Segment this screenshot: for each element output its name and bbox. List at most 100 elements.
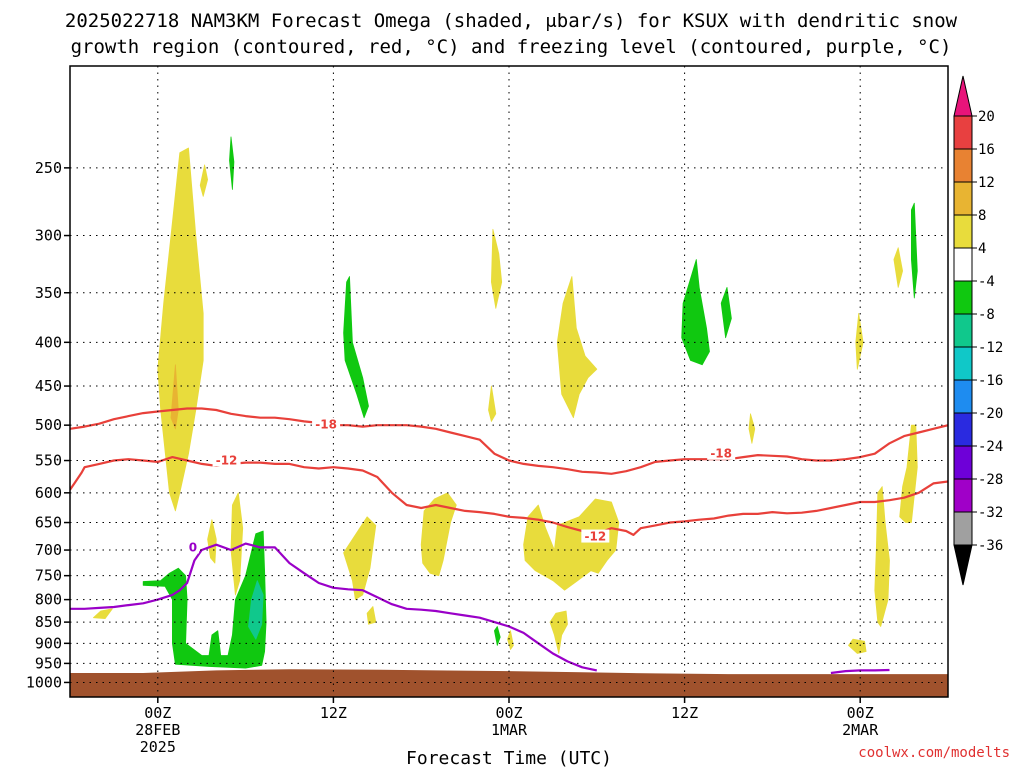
- plot-frame: [69, 65, 949, 698]
- contour-label-4: 0: [189, 540, 197, 554]
- y-tick-label-300: 300: [35, 227, 62, 245]
- contour-line-0-2: [70, 542, 598, 672]
- colorbar-box-4: [953, 247, 973, 282]
- colorbar-label-2: 12: [978, 175, 995, 191]
- omega-region-0: [157, 147, 204, 512]
- colorbar-label-7: -12: [978, 340, 1003, 356]
- contour-label-bg-1: [212, 453, 241, 467]
- x-tick-label-54-1: 2MAR: [842, 721, 879, 739]
- y-tick-label-450: 450: [35, 377, 62, 395]
- omega-region-11: [720, 286, 732, 339]
- contour-label-1: -12: [216, 454, 238, 468]
- colorbar: 20 16 12 8 4 -4 -8 -12 -16 -20 -24 -28 -32 -36: [953, 75, 1003, 586]
- contour-label-bg-4: [186, 540, 199, 554]
- y-tick-label-600: 600: [35, 484, 62, 502]
- x-tick-label-6-0: 00Z: [144, 704, 171, 722]
- omega-region-7: [229, 136, 235, 190]
- omega-region-17: [490, 228, 503, 309]
- omega-region-8: [343, 276, 369, 419]
- omega-region-3: [207, 519, 217, 564]
- y-tick-label-800: 800: [35, 591, 62, 609]
- y-tick-label-950: 950: [35, 654, 62, 672]
- omega-region-12: [911, 202, 918, 299]
- contour-label-bg-2: [581, 529, 610, 543]
- colorbar-box-5: [953, 280, 973, 315]
- colorbar-box-2: [953, 181, 973, 216]
- y-tick-label-850: 850: [35, 613, 62, 631]
- y-tick-label-650: 650: [35, 514, 62, 532]
- credit-text: coolwx.com/modelts: [858, 745, 1010, 761]
- chart-title-line-1: 2025022718 NAM3KM Forecast Omega (shaded…: [65, 10, 958, 32]
- contour-line--18-0: [70, 407, 948, 475]
- contour-line--12-1: [70, 456, 948, 536]
- y-tick-label-1000: 1000: [26, 673, 62, 691]
- contour-label-0: -18: [315, 417, 337, 431]
- omega-region-23: [748, 413, 756, 444]
- omega-region-27: [899, 424, 918, 523]
- colorbar-box-8: [953, 379, 973, 414]
- y-tick-label-350: 350: [35, 284, 62, 302]
- x-tick-label-30-1: 1MAR: [491, 721, 528, 739]
- colorbar-box-3: [953, 214, 973, 249]
- colorbar-box-0: [953, 115, 973, 150]
- colorbar-label-3: 8: [978, 208, 986, 224]
- y-tick-label-550: 550: [35, 452, 62, 470]
- omega-region-22: [507, 630, 514, 650]
- omega-region-24: [855, 312, 864, 370]
- terrain-fill: [70, 669, 948, 697]
- chart-title-line-2: growth region (contoured, red, °C) and f…: [71, 36, 952, 58]
- omega-region-5: [93, 608, 113, 619]
- colorbar-box-10: [953, 445, 973, 480]
- colorbar-label-10: -24: [978, 439, 1003, 455]
- colorbar-label-12: -32: [978, 505, 1003, 521]
- omega-region-19: [523, 498, 620, 591]
- omega-region-9: [493, 626, 501, 646]
- omega-region-15: [366, 606, 377, 625]
- contour-label-bg-0: [312, 417, 341, 431]
- y-tick-label-250: 250: [35, 159, 62, 177]
- omega-region-21: [556, 276, 598, 419]
- x-tick-label-6-1: 28FEB: [135, 721, 180, 739]
- colorbar-label-6: -8: [978, 307, 995, 323]
- y-tick-label-900: 900: [35, 634, 62, 652]
- colorbar-box-1: [953, 148, 973, 183]
- contour-label-bg-3: [707, 446, 736, 460]
- x-tick-label-42-0: 12Z: [671, 704, 698, 722]
- plot-area: [70, 136, 948, 697]
- omega-region-26: [874, 486, 890, 627]
- omega-region-14: [343, 516, 377, 600]
- omega-region-4: [230, 492, 244, 596]
- colorbar-box-7: [953, 346, 973, 381]
- x-tick-label-54-0: 00Z: [847, 704, 874, 722]
- colorbar-triangle-top: [953, 75, 973, 117]
- omega-region-16: [420, 492, 457, 577]
- omega-region-2: [199, 164, 209, 197]
- contour-label-2: -12: [584, 530, 606, 544]
- omega-region-10: [681, 259, 710, 366]
- omega-region-13: [248, 580, 264, 640]
- y-tick-label-750: 750: [35, 567, 62, 585]
- x-tick-label-6-2: 2025: [140, 738, 176, 756]
- colorbar-box-6: [953, 313, 973, 348]
- omega-region-18: [488, 385, 497, 422]
- grid-lines: [70, 66, 948, 697]
- contour-line-extra-3: [830, 668, 890, 675]
- colorbar-label-9: -20: [978, 406, 1003, 422]
- omega-region-20: [549, 610, 568, 654]
- colorbar-label-8: -16: [978, 373, 1003, 389]
- y-tick-label-700: 700: [35, 541, 62, 559]
- omega-region-6: [142, 530, 267, 669]
- y-tick-label-500: 500: [35, 416, 62, 434]
- contour-label-3: -18: [710, 447, 732, 461]
- colorbar-box-9: [953, 412, 973, 447]
- colorbar-label-11: -28: [978, 472, 1003, 488]
- omega-region-28: [848, 638, 867, 654]
- y-tick-label-400: 400: [35, 333, 62, 351]
- axes: 250 300 350 400 450 500 550 600 650 700 750 800 850 9…: [26, 159, 879, 756]
- contour-labels: -18 -12 -12 -18 0: [186, 417, 736, 554]
- colorbar-label-13: -36: [978, 538, 1003, 554]
- colorbar-triangle-bottom: [953, 544, 973, 586]
- colorbar-label-4: 4: [978, 241, 986, 257]
- x-tick-label-18-0: 12Z: [320, 704, 347, 722]
